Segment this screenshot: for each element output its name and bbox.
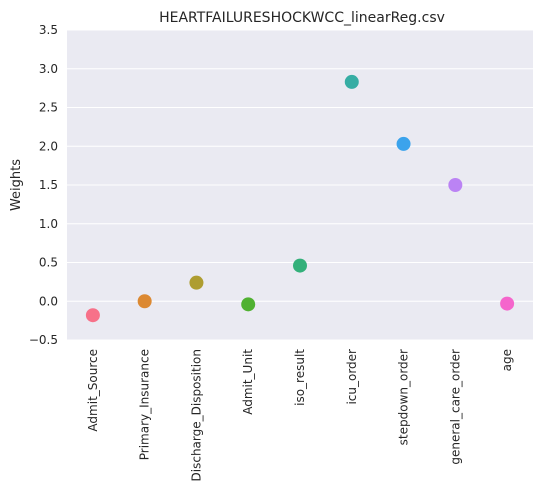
- y-axis-label: Weights: [9, 159, 24, 211]
- data-point: [293, 258, 307, 273]
- y-tick-label: −0.5: [29, 333, 58, 347]
- x-tick-label: iso_result: [293, 349, 307, 406]
- data-point: [241, 297, 256, 312]
- x-tick-label: Discharge_Disposition: [189, 349, 203, 481]
- y-tick-label: 1.5: [39, 178, 58, 192]
- y-tick-label: 3.5: [39, 23, 58, 37]
- y-tick-label: 1.0: [39, 217, 58, 231]
- y-tick-labels: −0.5 0.0 0.5 1.0 1.5 2.0 2.5 3.0 3.5: [29, 23, 58, 347]
- x-tick-label: stepdown_order: [397, 349, 411, 445]
- x-tick-label: Admit_Source: [86, 349, 100, 432]
- data-point: [396, 136, 411, 151]
- data-point: [137, 294, 152, 309]
- x-tick-label: general_care_order: [448, 349, 462, 465]
- y-tick-label: 0.5: [39, 256, 58, 270]
- y-tick-label: 3.0: [39, 62, 58, 76]
- y-tick-label: 2.0: [39, 139, 58, 153]
- x-tick-label: Primary_Insurance: [138, 349, 152, 460]
- data-point: [85, 308, 100, 323]
- data-points: [85, 74, 515, 323]
- y-tick-label: 2.5: [39, 101, 58, 115]
- data-point: [500, 296, 515, 311]
- chart-title: HEARTFAILURESHOCKWCC_linearReg.csv: [159, 10, 445, 26]
- x-tick-label: Admit_Unit: [241, 349, 255, 415]
- data-point: [448, 178, 463, 192]
- data-point: [189, 275, 204, 290]
- x-tick-label: age: [500, 349, 514, 371]
- x-tick-label: icu_order: [345, 349, 359, 405]
- data-point: [344, 74, 359, 89]
- x-tick-labels: Admit_Source Primary_Insurance Discharge_D…: [86, 349, 514, 482]
- y-tick-label: 0.0: [39, 294, 58, 308]
